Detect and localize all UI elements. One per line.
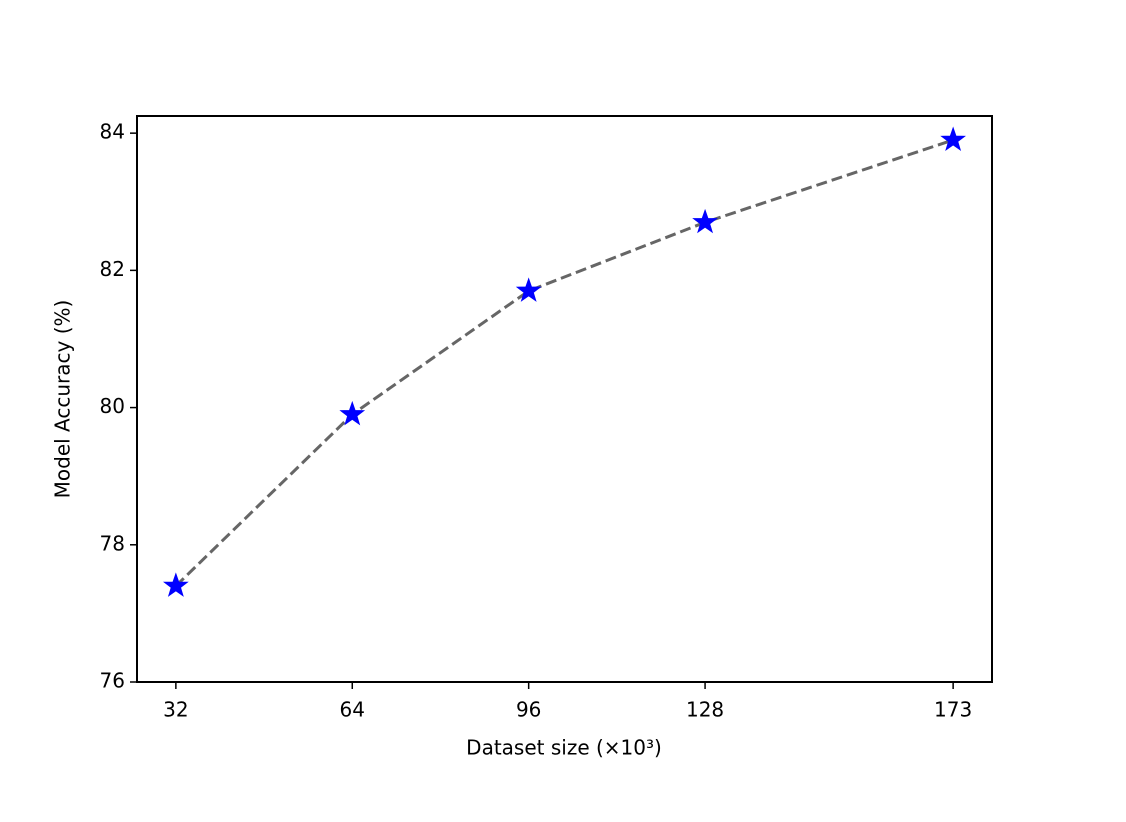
- x-axis-label: Dataset size (×10³): [466, 736, 662, 760]
- line: [174, 138, 954, 588]
- marker: [940, 126, 966, 151]
- y-tick-label: 84: [100, 120, 125, 144]
- marker: [162, 572, 189, 597]
- marker: [692, 208, 718, 234]
- y-tick-label: 82: [100, 257, 125, 281]
- y-axis-label: Model Accuracy (%): [51, 300, 75, 499]
- x-tick-label: 173: [934, 698, 972, 722]
- x-tick-label: 96: [516, 698, 541, 722]
- x-tick-label: 32: [163, 698, 188, 722]
- x-tick-label: 64: [340, 698, 365, 722]
- y-tick-label: 78: [100, 531, 125, 555]
- y-tick-label: 80: [100, 394, 125, 418]
- x-tick-label: 128: [686, 698, 724, 722]
- marker: [339, 400, 366, 426]
- marker: [515, 277, 542, 302]
- plot-frame: [136, 115, 993, 683]
- y-tick-label: 76: [100, 669, 125, 693]
